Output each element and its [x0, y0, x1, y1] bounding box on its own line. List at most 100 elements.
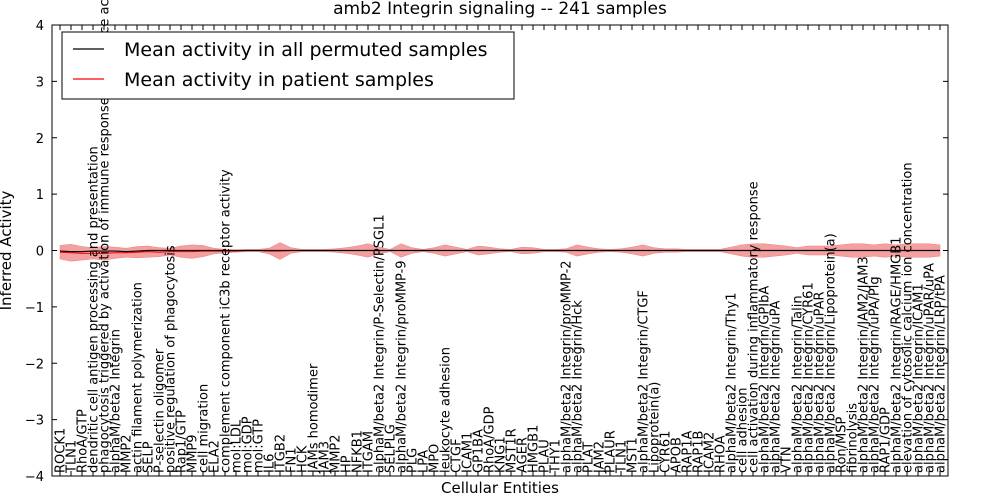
x-category-label: alphaM/beta2 Integrin/proMMP-2 [560, 260, 575, 473]
legend-label-patient: Mean activity in patient samples [124, 69, 434, 91]
y-axis-ticks: −4 −3 −2 −1 0 1 2 3 4 [25, 19, 948, 485]
x-category-label: GP1BA [472, 429, 487, 473]
x-category-label: Lipoprotein(a) [648, 382, 663, 473]
x-category-label: dendritic cell antigen processing and pr… [87, 146, 102, 473]
x-category-label: PLAU [538, 439, 553, 473]
x-category-label: APOB [670, 437, 685, 473]
x-category-label: ELA2 [208, 440, 223, 473]
x-axis-ticks [59, 25, 941, 476]
x-category-label: alphaM/beta2 Integrin/Lipoprotein(a) [824, 233, 839, 473]
x-category-label: actin filament polymerization [131, 282, 146, 473]
x-category-label: KNG1 [494, 436, 509, 473]
y-tick-label: 4 [36, 19, 44, 34]
x-category-label: alphaM/beta2 Integrin/P-Selectin/PSGL1 [373, 214, 388, 473]
x-category-label: complement component iC3b receptor activ… [219, 169, 234, 473]
x-category-label: alphaM/beta2 Integrin/CTGF [637, 290, 652, 473]
legend-label-permuted: Mean activity in all permuted samples [124, 39, 487, 61]
x-category-label: TLN1 [615, 440, 630, 474]
x-category-label: ITGB2 [274, 434, 289, 473]
x-category-label: cell activation during inflammatory resp… [747, 181, 762, 473]
x-category-label: ICAM1 [461, 432, 476, 473]
x-category-label: MST1 [626, 437, 641, 473]
x-category-label: HP [340, 455, 355, 473]
y-tick-label: 3 [36, 75, 44, 90]
y-tick-label: 0 [36, 245, 44, 260]
x-category-label: MPO [428, 444, 443, 473]
x-category-label: Rap1/GTP [175, 410, 190, 473]
x-axis-title: Cellular Entities [441, 479, 559, 497]
x-category-label: alphaM/beta2 Integrin/uPAR/uPA [923, 263, 938, 473]
x-category-label: alphaM/beta2 Integrin/GPIbA [758, 286, 773, 473]
x-category-label: alphaM/beta2 Integrin/Thy1 [725, 293, 740, 474]
patient-activity-band [59, 242, 941, 262]
y-tick-label: 2 [36, 132, 44, 147]
x-category-label: VTN [780, 446, 795, 473]
x-category-label: SELPLG [384, 424, 399, 473]
permuted-mean-line [59, 249, 940, 253]
x-category-label: CTGF [450, 438, 465, 473]
x-category-label: positive regulation of phagocytosis [164, 245, 179, 473]
x-category-label: elevation of cytosolic calcium ion conce… [901, 162, 916, 473]
x-category-label: cell adhesion [736, 387, 751, 473]
x-category-label: ITGAM [362, 431, 377, 473]
x-category-label: RhoA/GDP [483, 406, 498, 473]
x-category-label: FN1 [285, 448, 300, 473]
confidence-band-layer [59, 242, 941, 262]
series-line-layer [59, 249, 940, 254]
legend: Mean activity in all permuted samples Me… [61, 31, 515, 100]
x-category-label: AGER [516, 437, 531, 473]
x-category-label: TLN1 [65, 440, 80, 474]
x-category-label: mol:GDP [241, 416, 256, 473]
x-category-label: leukocyte adhesion [439, 347, 454, 473]
x-category-label: ICAM2 [703, 432, 718, 473]
x-category-label: HMGB1 [527, 425, 542, 473]
y-tick-label: −1 [25, 301, 44, 316]
x-category-label: THY1 [549, 439, 564, 474]
x-category-label: MMP2 [120, 434, 135, 473]
x-category-label: RhoA/GTP [76, 409, 91, 473]
y-axis-title: Inferred Activity [0, 190, 15, 310]
x-category-label: alphaM/beta2 Integrin/RAGE/HMGB1 [890, 237, 905, 473]
legend-box [61, 31, 515, 100]
x-category-label: P-selectin oligomer [153, 348, 168, 473]
x-category-label: CYR61 [659, 431, 674, 473]
x-category-label: PLAT [582, 442, 597, 473]
y-tick-label: −4 [25, 470, 44, 485]
x-category-label: PLAUR [604, 430, 619, 473]
x-category-label: RAP1A [681, 430, 696, 473]
x-category-label: MST1R [505, 428, 520, 473]
x-category-label: alphaM/beta2 Integrin/CYR61 [802, 282, 817, 473]
x-category-label: Ron/MSP [835, 417, 850, 473]
x-category-label: IL6 [263, 454, 278, 473]
x-category-label: mol:LDL [230, 419, 245, 473]
x-category-label: alphaM/beta2 Integrin/JAM2/JAM3 [857, 256, 872, 473]
x-category-label: NFKB1 [351, 430, 366, 473]
x-category-label: MMP9 [186, 434, 201, 473]
y-tick-label: −3 [25, 414, 44, 429]
x-category-label: alphaM/beta2 Integrin [109, 329, 124, 473]
x-category-label: RAP1B [692, 431, 707, 473]
x-category-label: HCK [296, 445, 311, 473]
x-category-label: phagocytosis triggered by activation of … [98, 0, 113, 473]
x-category-label: mol:GTP [252, 419, 267, 473]
x-category-label: alphaM/beta2 Integrin/uPAR [813, 291, 828, 473]
x-category-label: MMP2 [329, 434, 344, 473]
x-category-label: PLG [406, 448, 421, 473]
x-category-label: SELP [142, 441, 157, 473]
x-category-label: JAM3 [318, 441, 333, 474]
y-tick-label: 1 [36, 188, 44, 203]
y-tick-label: −2 [25, 357, 44, 372]
x-category-label: alphaM/beta2 Integrin/ICAM1 [912, 283, 927, 473]
x-category-label: alphaM/beta2 Integrin/Talin [791, 295, 806, 473]
x-category-label: alphaM/beta2 Integrin/uPA [769, 300, 784, 473]
x-category-label: fibrinolysis [846, 403, 861, 473]
x-category-label: cell migration [197, 384, 212, 473]
x-category-label: alphaM/beta2 Integrin/Hck [571, 300, 586, 473]
x-category-label: LPA [417, 450, 432, 473]
x-category-label: alphaM/beta2 Integrin/uPA/Plg [868, 276, 883, 473]
chart-title: amb2 Integrin signaling -- 241 samples [333, 0, 667, 19]
x-category-label: ROCK1 [54, 428, 69, 473]
x-category-label: JAMs homodimer [307, 363, 322, 474]
